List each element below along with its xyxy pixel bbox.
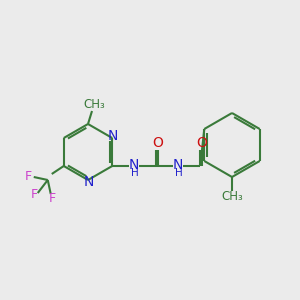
Text: CH₃: CH₃ [83,98,105,110]
Text: N: N [129,158,140,172]
Text: F: F [25,170,32,184]
Text: N: N [84,175,94,188]
Text: O: O [152,136,163,150]
Text: O: O [196,136,207,150]
Text: H: H [175,167,183,178]
Text: H: H [131,167,139,178]
Text: N: N [108,130,119,143]
Text: CH₃: CH₃ [221,190,243,203]
Text: F: F [49,191,56,205]
Text: F: F [31,188,38,202]
Text: N: N [173,158,183,172]
